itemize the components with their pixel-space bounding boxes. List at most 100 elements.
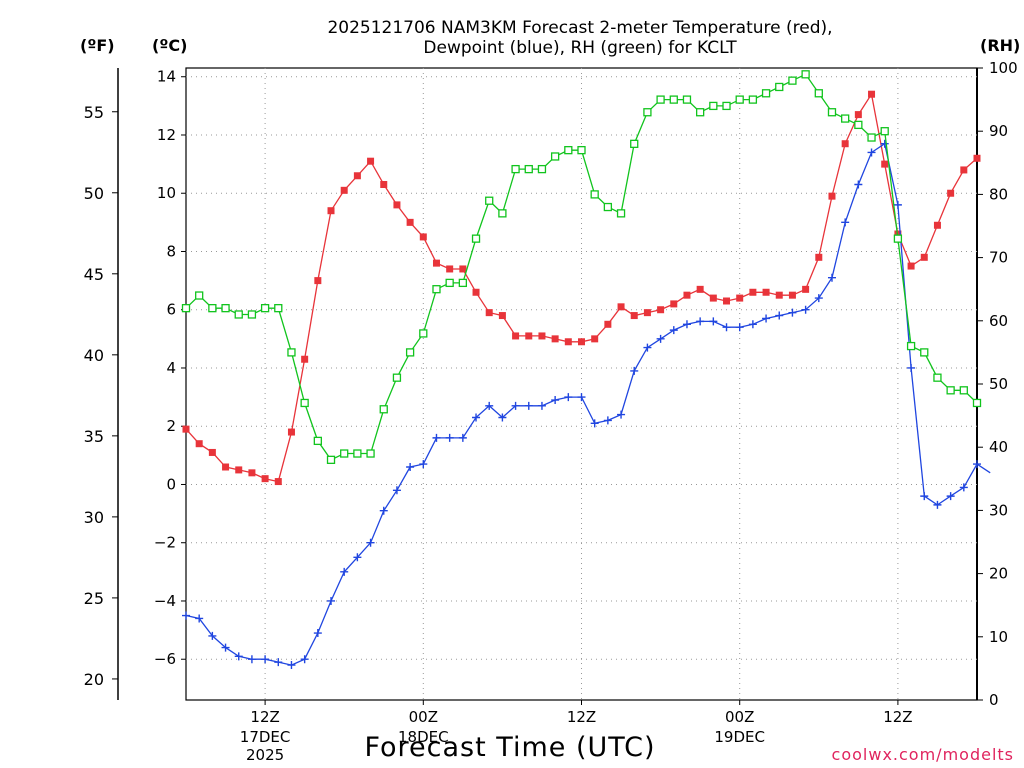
temperature-point xyxy=(419,233,427,241)
rh-point xyxy=(788,76,797,85)
celsius-tick-label: 10 xyxy=(157,184,176,202)
dewpoint-point xyxy=(313,629,322,638)
dewpoint-point xyxy=(854,180,863,189)
dewpoint-point xyxy=(801,305,810,314)
temperature-point xyxy=(657,306,665,314)
dewpoint-point xyxy=(696,317,705,326)
temperature-point xyxy=(854,111,862,119)
temperature-point xyxy=(340,186,348,194)
dewpoint-point xyxy=(748,320,757,329)
dewpoint-point xyxy=(524,401,533,410)
rh-point xyxy=(511,164,520,174)
x-tick-date-label: 19DEC xyxy=(714,728,765,746)
rh-point xyxy=(577,146,586,155)
rh-point xyxy=(405,348,415,357)
source-credit[interactable]: coolwx.com/modelts xyxy=(831,745,1014,764)
rh-point xyxy=(419,329,428,338)
rh-point xyxy=(537,164,547,174)
rh-tick-label: 50 xyxy=(989,375,1008,393)
x-tick-label: 12Z xyxy=(567,708,596,726)
celsius-tick-label: −6 xyxy=(154,650,176,668)
temperature-point xyxy=(960,166,968,174)
temperature-point xyxy=(933,221,941,229)
rh-point xyxy=(300,398,309,408)
rh-point xyxy=(643,108,652,117)
temperature-point xyxy=(248,469,256,477)
rh-point xyxy=(761,89,771,98)
rh-point xyxy=(366,449,375,458)
temperature-point xyxy=(182,425,190,433)
rh-point xyxy=(801,70,810,79)
temperature-point xyxy=(709,294,717,302)
dewpoint-point xyxy=(221,643,230,652)
temperature-point xyxy=(736,294,744,302)
temperature-point xyxy=(327,207,335,215)
rh-point xyxy=(340,449,349,458)
rh-tick-label: 40 xyxy=(989,438,1008,456)
rh-point xyxy=(616,209,626,218)
rh-point xyxy=(313,436,322,446)
rh-tick-label: 30 xyxy=(989,501,1008,519)
celsius-tick-label: 12 xyxy=(157,126,176,144)
temperature-point xyxy=(788,291,796,299)
dewpoint-point xyxy=(682,320,691,329)
dewpoint-point xyxy=(827,273,836,282)
dewpoint-point xyxy=(735,323,744,332)
rh-point xyxy=(564,146,573,155)
dewpoint-point xyxy=(564,393,573,402)
rh-point xyxy=(208,304,217,313)
rh-point xyxy=(722,101,731,111)
chart-title: 2025121706 NAM3KM Forecast 2-meter Tempe… xyxy=(250,18,910,58)
celsius-tick-label: 6 xyxy=(166,301,176,319)
rh-point xyxy=(946,386,955,395)
dewpoint-point xyxy=(445,433,454,442)
chart-title-line1: 2025121706 NAM3KM Forecast 2-meter Tempe… xyxy=(327,18,833,38)
dewpoint-point xyxy=(485,401,494,410)
temperature-point xyxy=(367,157,375,165)
temperature-point xyxy=(498,312,506,320)
dewpoint-point xyxy=(261,655,270,664)
rh-point xyxy=(867,133,876,142)
rh-point xyxy=(775,82,784,92)
fahrenheit-tick-label: 50 xyxy=(84,184,104,203)
temperature-point xyxy=(208,448,216,456)
temperature-point xyxy=(630,312,638,320)
dewpoint-point xyxy=(379,506,388,515)
temperature-point xyxy=(947,189,955,197)
temperature-point xyxy=(314,277,322,285)
temperature-point xyxy=(973,154,981,162)
rh-point xyxy=(221,304,230,313)
temperature-point xyxy=(591,335,599,343)
fahrenheit-axis-unit: (ºF) xyxy=(80,36,115,55)
celsius-tick-label: 14 xyxy=(157,68,176,86)
fahrenheit-tick-label: 30 xyxy=(84,508,104,527)
dewpoint-point xyxy=(300,655,309,664)
dewpoint-point xyxy=(340,567,349,576)
dewpoint-point xyxy=(511,401,520,410)
fahrenheit-tick-label: 45 xyxy=(84,265,104,284)
fahrenheit-tick-label: 40 xyxy=(84,346,104,365)
dewpoint-point xyxy=(841,218,850,227)
temperature-point xyxy=(815,253,823,261)
x-axis-title: Forecast Time (UTC) xyxy=(364,732,656,763)
rh-point xyxy=(498,209,507,218)
rh-point xyxy=(524,164,533,174)
temperature-point xyxy=(235,466,243,474)
rh-tick-label: 10 xyxy=(989,628,1008,646)
rh-point xyxy=(841,114,850,123)
fahrenheit-tick-label: 20 xyxy=(84,670,104,689)
dewpoint-point xyxy=(933,500,942,509)
dewpoint-point xyxy=(195,614,204,623)
rh-tick-label: 100 xyxy=(989,59,1018,77)
temperature-point xyxy=(723,297,731,305)
rh-point xyxy=(247,310,257,319)
rh-point xyxy=(959,386,968,395)
dewpoint-point xyxy=(327,596,336,605)
x-tick-label: 12Z xyxy=(250,708,279,726)
dewpoint-point xyxy=(287,661,296,670)
temperature-point xyxy=(353,172,361,180)
temperature-point xyxy=(907,262,915,270)
temperature-point xyxy=(459,265,467,273)
rh-point xyxy=(814,89,823,98)
temperature-point xyxy=(287,428,295,436)
